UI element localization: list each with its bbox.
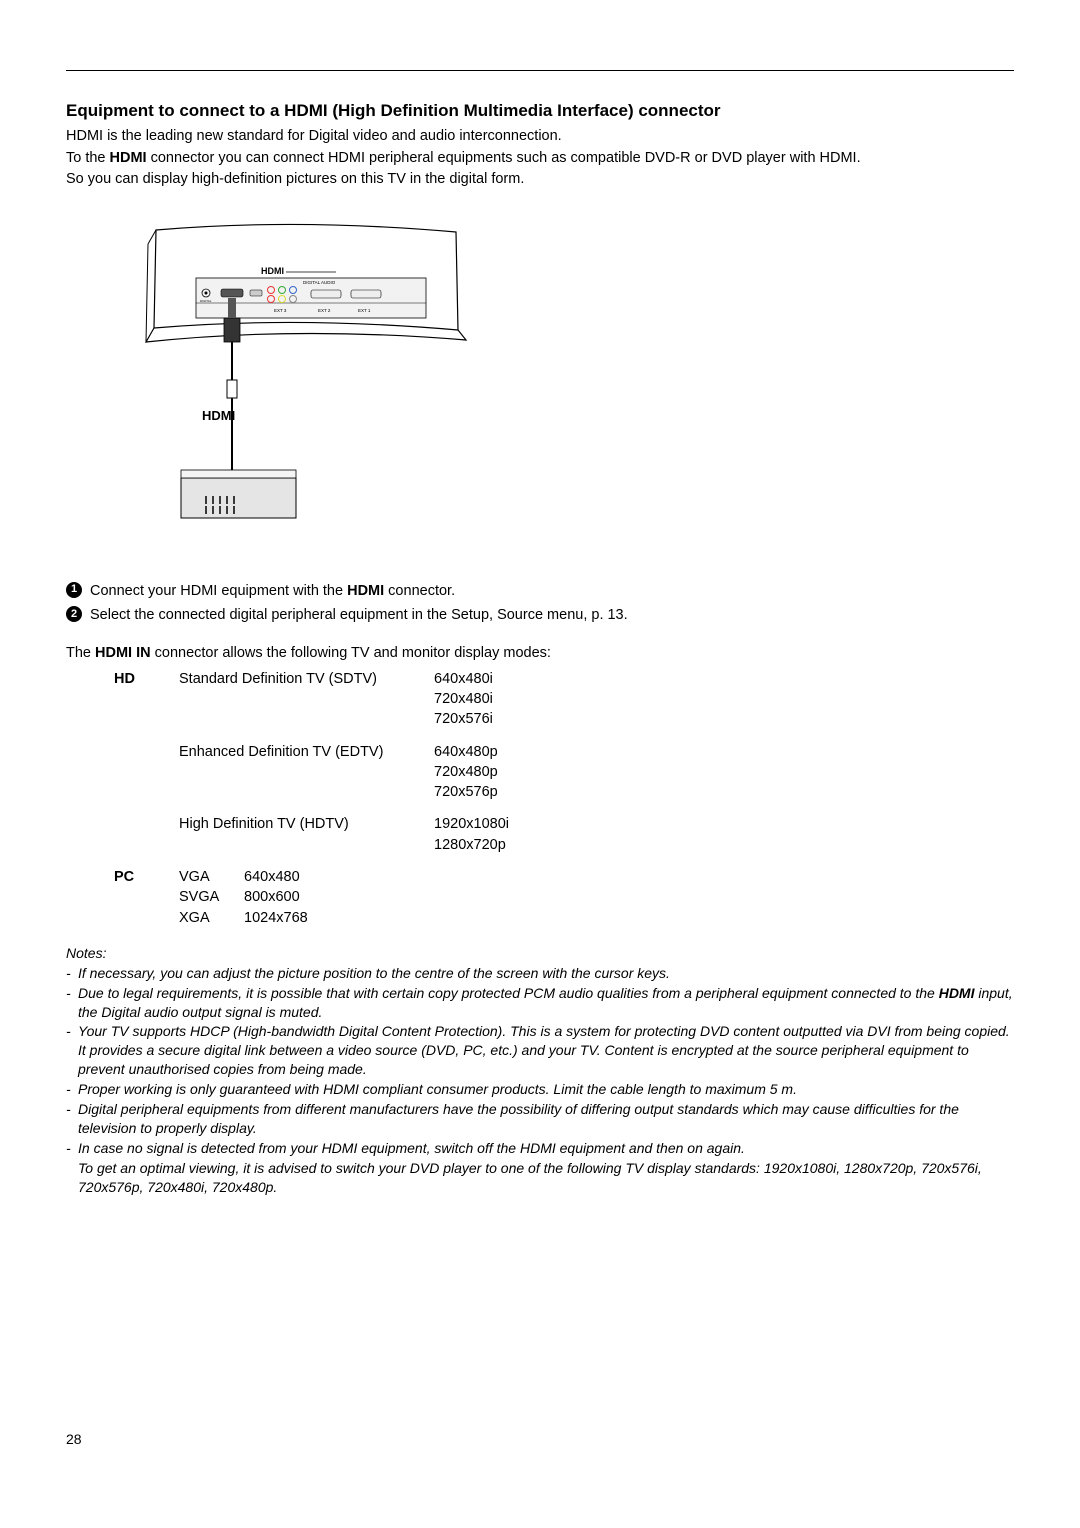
steps-list: 1 Connect your HDMI equipment with the H… <box>66 580 1014 627</box>
table-row: PC VGA640x480 SVGA800x600 XGA1024x768 <box>114 867 1014 928</box>
notes-title: Notes: <box>66 944 1014 963</box>
note-item: -Proper working is only guaranteed with … <box>66 1080 1014 1099</box>
intro-line2: To the HDMI connector you can connect HD… <box>66 149 1014 169</box>
page-content: Equipment to connect to a HDMI (High Def… <box>0 0 1080 1487</box>
svg-text:EXT 2: EXT 2 <box>318 308 331 313</box>
display-modes-table: HD Standard Definition TV (SDTV) 640x480… <box>114 669 1014 928</box>
svg-text:HDMI: HDMI <box>261 266 284 276</box>
svg-text:EXT 3: EXT 3 <box>274 308 287 313</box>
intro-block: HDMI is the leading new standard for Dig… <box>66 127 1014 190</box>
table-row: High Definition TV (HDTV) 1920x1080i 128… <box>114 814 1014 855</box>
notes-block: Notes: -If necessary, you can adjust the… <box>66 944 1014 1197</box>
modes-intro: The HDMI IN connector allows the followi… <box>66 645 1014 661</box>
step-number-icon: 1 <box>66 582 82 598</box>
diagram-svg: HDMI DIGITAL AUDIO DIGITAL EXT 3 EXT 2 <box>86 220 506 540</box>
svg-text:EXT 1: EXT 1 <box>358 308 371 313</box>
table-row: Enhanced Definition TV (EDTV) 640x480p 7… <box>114 742 1014 803</box>
intro-line3: So you can display high-definition pictu… <box>66 170 1014 190</box>
note-continuation: To get an optimal viewing, it is advised… <box>78 1159 1014 1197</box>
note-item: -Digital peripheral equipments from diff… <box>66 1100 1014 1138</box>
svg-text:DIGITAL: DIGITAL <box>200 299 212 303</box>
note-item: -Your TV supports HDCP (High-bandwidth D… <box>66 1022 1014 1079</box>
horizontal-rule <box>66 70 1014 71</box>
step-2: 2 Select the connected digital periphera… <box>66 604 1014 626</box>
digital-audio-label: DIGITAL AUDIO <box>303 280 336 285</box>
intro-line1: HDMI is the leading new standard for Dig… <box>66 127 1014 147</box>
note-item: -In case no signal is detected from your… <box>66 1139 1014 1158</box>
step-number-icon: 2 <box>66 606 82 622</box>
step-1: 1 Connect your HDMI equipment with the H… <box>66 580 1014 602</box>
table-row: HD Standard Definition TV (SDTV) 640x480… <box>114 669 1014 730</box>
page-number: 28 <box>66 1431 1014 1447</box>
note-item: -Due to legal requirements, it is possib… <box>66 984 1014 1022</box>
hdmi-diagram: HDMI DIGITAL AUDIO DIGITAL EXT 3 EXT 2 <box>86 220 1014 545</box>
section-heading: Equipment to connect to a HDMI (High Def… <box>66 101 1014 121</box>
note-item: -If necessary, you can adjust the pictur… <box>66 964 1014 983</box>
svg-text:HDMI: HDMI <box>202 408 235 423</box>
